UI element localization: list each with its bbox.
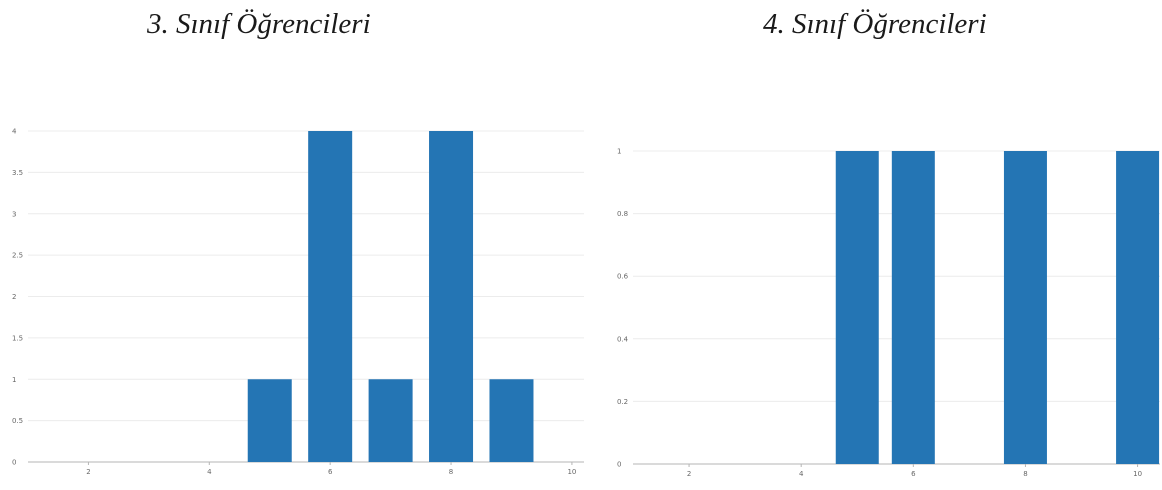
x-tick-label: 8 xyxy=(449,468,453,476)
y-tick-label: 0.6 xyxy=(617,273,629,281)
chart-title-left: 3. Sınıf Öğrencileri xyxy=(147,8,371,40)
x-tick-label: 4 xyxy=(207,468,212,476)
x-tick-label: 10 xyxy=(1133,470,1142,478)
y-tick-label: 0 xyxy=(617,461,621,469)
y-tick-label: 3.5 xyxy=(12,169,23,177)
x-tick-label: 6 xyxy=(328,468,333,476)
x-tick-label: 2 xyxy=(687,470,691,478)
y-tick-label: 0 xyxy=(12,459,16,467)
x-tick-label: 8 xyxy=(1023,470,1027,478)
x-tick-label: 4 xyxy=(799,470,804,478)
x-tick-label: 2 xyxy=(86,468,90,476)
y-tick-label: 1 xyxy=(617,148,621,156)
y-tick-label: 0.2 xyxy=(617,398,628,406)
y-tick-label: 2.5 xyxy=(12,252,23,260)
bar-x-8 xyxy=(1003,151,1047,464)
bar-x-10 xyxy=(1116,151,1160,464)
y-tick-label: 0.8 xyxy=(617,210,628,218)
x-tick-label: 10 xyxy=(567,468,576,476)
bar-x-6 xyxy=(891,151,935,464)
y-tick-label: 0.4 xyxy=(617,335,629,343)
bar-x-5 xyxy=(247,379,292,462)
bar-x-5 xyxy=(835,151,879,464)
x-tick-label: 6 xyxy=(911,470,916,478)
y-tick-label: 3 xyxy=(12,210,16,218)
bar-x-7 xyxy=(368,379,413,462)
y-tick-label: 1.5 xyxy=(12,334,23,342)
y-tick-label: 2 xyxy=(12,293,16,301)
y-tick-label: 1 xyxy=(12,376,16,384)
bar-x-9 xyxy=(489,379,534,462)
bar-x-8 xyxy=(429,131,474,462)
y-tick-label: 0.5 xyxy=(12,417,23,425)
y-tick-label: 4 xyxy=(12,128,17,136)
chart-title-right: 4. Sınıf Öğrencileri xyxy=(763,8,987,40)
bar-x-6 xyxy=(308,131,353,462)
